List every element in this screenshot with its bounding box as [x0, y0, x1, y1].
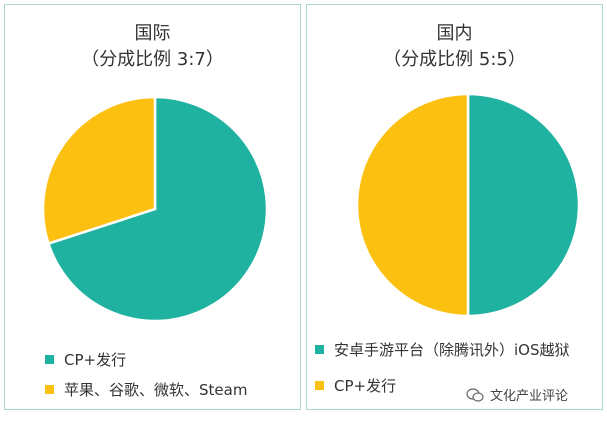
pie-slice	[355, 92, 470, 318]
chart-subtitle: （分成比例 5:5）	[383, 49, 526, 70]
legend-item: CP+发行	[315, 375, 396, 396]
chart-title: 国际	[134, 23, 171, 44]
legend-label: CP+发行	[334, 377, 397, 395]
pie-chart-international	[41, 95, 269, 323]
legend-label: 苹果、谷歌、微软、Steam	[64, 381, 248, 399]
legend-label: CP+发行	[64, 351, 127, 369]
legend-item: CP+发行	[45, 349, 126, 370]
watermark-text: 文化产业评论	[490, 389, 569, 404]
legend-swatch	[45, 355, 54, 364]
pie-slice	[46, 95, 269, 323]
legend-item: 苹果、谷歌、微软、Steam	[45, 379, 247, 400]
legend-swatch	[45, 385, 54, 394]
legend-label: 安卓手游平台（除腾讯外）iOS越狱	[334, 341, 570, 359]
chart-panel-international: 国际 （分成比例 3:7） CP+发行 苹果、谷歌、微软、Steam	[4, 4, 301, 410]
pie-slice	[466, 92, 581, 318]
chart-subtitle: （分成比例 3:7）	[81, 49, 224, 70]
legend-swatch	[315, 345, 324, 354]
chart-title: 国内	[436, 23, 473, 44]
chart-panel-domestic: 国内 （分成比例 5:5） 安卓手游平台（除腾讯外）iOS越狱 CP+发行	[306, 4, 603, 410]
legend-item: 安卓手游平台（除腾讯外）iOS越狱	[315, 339, 570, 360]
pie-chart-domestic	[355, 92, 581, 318]
wechat-icon	[466, 387, 484, 402]
pie-slice	[41, 95, 157, 246]
legend-swatch	[315, 381, 324, 390]
watermark: 文化产业评论	[466, 385, 568, 404]
